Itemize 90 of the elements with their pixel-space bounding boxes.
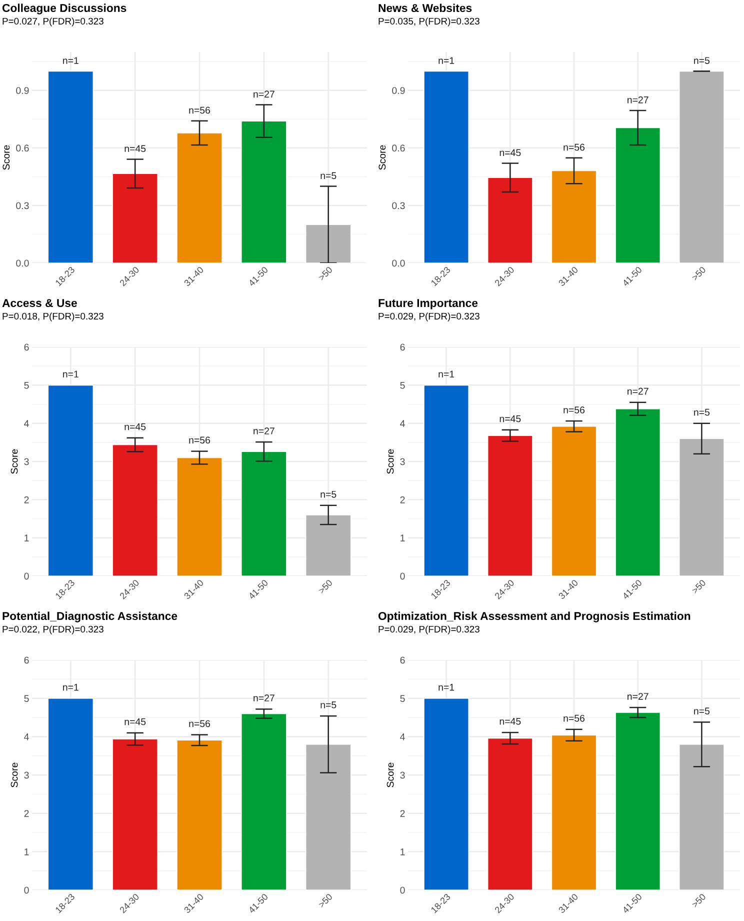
- chart-subtitle: P=0.022, P(FDR)=0.323: [2, 626, 104, 634]
- y-tick-label: 6: [24, 344, 29, 351]
- annotation: n=45: [500, 149, 521, 156]
- annotation: n=56: [189, 720, 210, 728]
- y-axis-title: Score: [386, 762, 394, 788]
- y-tick-label: 0.9: [16, 87, 29, 94]
- y-tick-label: 6: [400, 344, 405, 351]
- annotation: n=1: [63, 57, 78, 64]
- annotation: n=27: [628, 388, 648, 395]
- chart-title: Potential_Diagnostic Assistance: [2, 612, 178, 622]
- annotation: n=45: [124, 423, 146, 430]
- annotation: n=5: [320, 490, 336, 498]
- x-tick-label: >50: [691, 266, 706, 281]
- annotation: n=5: [694, 408, 710, 416]
- y-tick-label: 4: [24, 420, 29, 427]
- y-tick-label: 5: [24, 695, 29, 702]
- annotation: n=27: [628, 96, 648, 104]
- y-tick-label: 0: [24, 572, 29, 580]
- y-tick-label: 0: [400, 886, 405, 894]
- annotation: n=1: [63, 684, 78, 691]
- y-tick-label: 3: [24, 458, 29, 466]
- annotation: n=45: [500, 718, 521, 725]
- annotation: n=56: [564, 714, 585, 722]
- y-tick-label: 0.9: [392, 87, 405, 94]
- chart-subtitle: P=0.027, P(FDR)=0.323: [2, 18, 104, 26]
- y-tick-label: 4: [24, 734, 29, 740]
- annotation: n=45: [500, 415, 521, 422]
- y-axis-title: Score: [378, 145, 386, 170]
- y-tick-label: 6: [24, 656, 29, 664]
- annotation: n=56: [564, 406, 585, 414]
- y-tick-label: 0: [24, 886, 29, 894]
- annotation: n=45: [124, 145, 146, 152]
- y-tick-label: 3: [24, 772, 29, 779]
- y-tick-label: 1: [400, 534, 405, 542]
- annotation: n=1: [63, 370, 78, 378]
- y-tick-label: 0.6: [392, 144, 405, 152]
- y-tick-label: 5: [400, 695, 405, 702]
- y-tick-label: 2: [24, 496, 29, 504]
- y-tick-label: 3: [400, 772, 405, 779]
- y-tick-label: 4: [400, 420, 405, 427]
- y-tick-label: 2: [400, 810, 405, 817]
- annotation: n=56: [189, 106, 210, 114]
- annotation: n=5: [694, 708, 710, 714]
- y-tick-label: 0.0: [16, 260, 29, 267]
- x-tick-label: >50: [318, 893, 333, 908]
- y-tick-label: 0.6: [16, 144, 29, 152]
- annotation: n=5: [320, 172, 336, 180]
- chart-title: Future Importance: [378, 299, 478, 310]
- x-tick-label: >50: [691, 893, 706, 908]
- chart-subtitle: P=0.029, P(FDR)=0.323: [378, 626, 480, 634]
- annotation: n=27: [254, 428, 274, 434]
- y-tick-label: 1: [400, 848, 405, 856]
- y-tick-label: 4: [400, 734, 405, 740]
- chart-title: Access & Use: [2, 299, 77, 308]
- y-tick-label: 2: [400, 496, 405, 504]
- annotation: n=27: [254, 694, 274, 702]
- y-tick-label: 1: [24, 534, 29, 542]
- chart-title: Optimization_Risk Assessment and Prognosis Estimation: [378, 612, 690, 622]
- y-tick-label: 2: [24, 810, 29, 817]
- y-tick-label: 1: [24, 848, 29, 856]
- y-tick-label: 0.0: [392, 260, 405, 267]
- x-tick-label: >50: [691, 579, 706, 594]
- y-tick-label: 6: [400, 656, 405, 664]
- y-axis-title: Score: [2, 145, 10, 170]
- chart-subtitle: P=0.029, P(FDR)=0.323: [378, 312, 480, 322]
- y-axis-title: Score: [10, 762, 18, 788]
- chart-subtitle: P=0.035, P(FDR)=0.323: [378, 18, 480, 26]
- chart-title: News & Websites: [378, 4, 472, 12]
- annotation: n=45: [124, 718, 146, 726]
- annotation: n=56: [189, 436, 210, 444]
- y-tick-label: 5: [24, 382, 29, 389]
- annotation: n=5: [320, 702, 336, 708]
- annotation: n=27: [628, 692, 648, 700]
- x-tick-label: >50: [318, 579, 333, 594]
- annotation: n=56: [564, 144, 585, 151]
- y-tick-label: 0.3: [392, 202, 405, 210]
- annotation: n=1: [438, 57, 454, 64]
- y-tick-label: 0.3: [16, 202, 29, 210]
- annotation: n=5: [694, 57, 710, 64]
- y-axis-title: Score: [10, 449, 18, 474]
- chart-subtitle: P=0.018, P(FDR)=0.323: [2, 312, 104, 322]
- x-tick-label: >50: [318, 266, 333, 281]
- y-tick-label: 0: [400, 572, 405, 580]
- y-tick-label: 5: [400, 382, 405, 389]
- y-axis-title: Score: [386, 449, 394, 474]
- y-tick-label: 3: [400, 458, 405, 466]
- annotation: n=1: [438, 370, 454, 378]
- annotation: n=1: [438, 684, 454, 691]
- chart-title: Colleague Discussions: [2, 4, 126, 14]
- annotation: n=27: [254, 90, 274, 98]
